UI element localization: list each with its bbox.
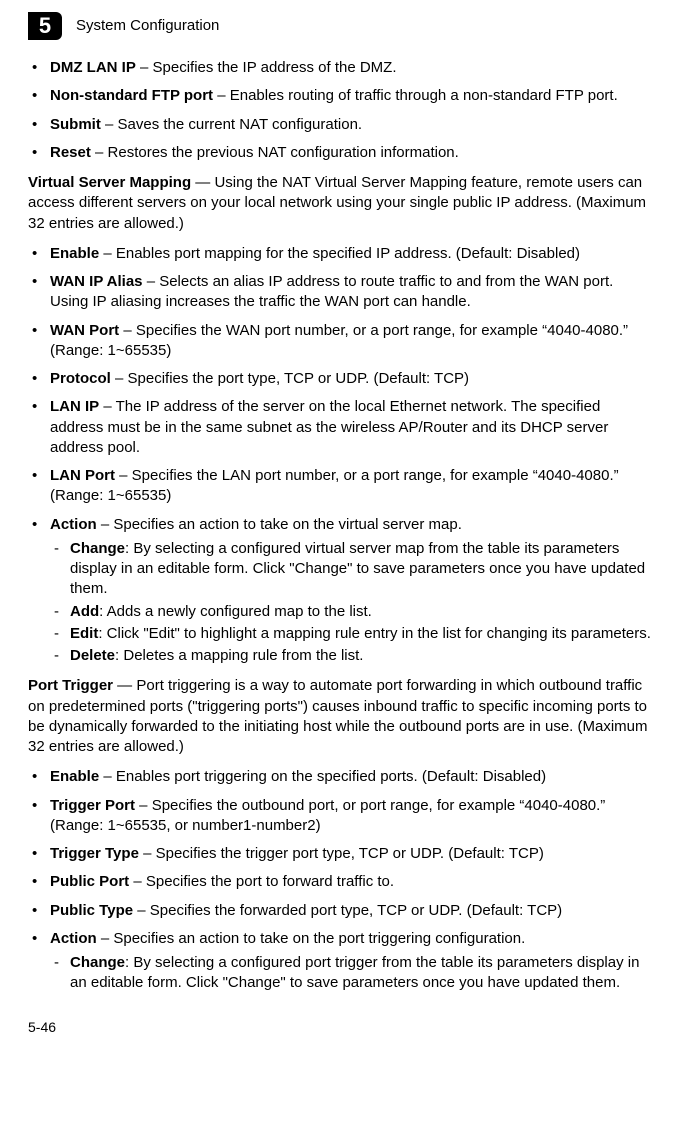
- desc: : By selecting a configured virtual serv…: [70, 540, 645, 598]
- term: Non-standard FTP port: [50, 87, 213, 104]
- desc: – Enables port triggering on the specifi…: [99, 768, 546, 785]
- term: Trigger Port: [50, 797, 135, 814]
- term: Public Port: [50, 873, 129, 890]
- bullet-list-vsm: Enable – Enables port mapping for the sp…: [28, 244, 651, 667]
- term: Trigger Type: [50, 845, 139, 862]
- chapter-title: System Configuration: [76, 16, 219, 36]
- desc: – The IP address of the server on the lo…: [50, 398, 608, 456]
- term: Protocol: [50, 370, 111, 387]
- desc: – Enables port mapping for the specified…: [99, 245, 580, 262]
- section-title: Virtual Server Mapping: [28, 174, 191, 191]
- desc: – Specifies the port type, TCP or UDP. (…: [111, 370, 469, 387]
- term: Submit: [50, 116, 101, 133]
- term: Enable: [50, 768, 99, 785]
- desc: – Specifies an action to take on the vir…: [97, 516, 462, 533]
- desc: – Restores the previous NAT configuratio…: [91, 144, 459, 161]
- list-item: Action – Specifies an action to take on …: [28, 929, 651, 994]
- chapter-number-badge: 5: [28, 12, 62, 40]
- section-virtual-server-mapping: Virtual Server Mapping — Using the NAT V…: [28, 173, 651, 234]
- term: Public Type: [50, 902, 133, 919]
- list-item: WAN IP Alias – Selects an alias IP addre…: [28, 272, 651, 313]
- list-item: Enable – Enables port triggering on the …: [28, 767, 651, 787]
- section-port-trigger: Port Trigger — Port triggering is a way …: [28, 676, 651, 757]
- desc: : Deletes a mapping rule from the list.: [115, 647, 363, 664]
- list-item: Reset – Restores the previous NAT config…: [28, 143, 651, 163]
- list-item: Non-standard FTP port – Enables routing …: [28, 86, 651, 106]
- term: Change: [70, 954, 125, 971]
- desc: – Enables routing of traffic through a n…: [213, 87, 618, 104]
- desc: – Specifies the LAN port number, or a po…: [50, 467, 619, 504]
- list-item: Trigger Type – Specifies the trigger por…: [28, 844, 651, 864]
- list-item: Change: By selecting a configured port t…: [50, 953, 651, 994]
- list-item: Trigger Port – Specifies the outbound po…: [28, 796, 651, 837]
- sub-list-actions: Change: By selecting a configured port t…: [50, 953, 651, 994]
- list-item: Protocol – Specifies the port type, TCP …: [28, 369, 651, 389]
- desc: : Adds a newly configured map to the lis…: [99, 603, 372, 620]
- desc: – Specifies the forwarded port type, TCP…: [133, 902, 562, 919]
- term: LAN Port: [50, 467, 115, 484]
- desc: – Specifies the WAN port number, or a po…: [50, 322, 628, 359]
- section-desc: — Port triggering is a way to automate p…: [28, 677, 648, 755]
- desc: : By selecting a configured port trigger…: [70, 954, 639, 991]
- list-item: Change: By selecting a configured virtua…: [50, 539, 651, 600]
- desc: – Saves the current NAT configuration.: [101, 116, 362, 133]
- list-item: Submit – Saves the current NAT configura…: [28, 115, 651, 135]
- section-title: Port Trigger: [28, 677, 113, 694]
- term: WAN Port: [50, 322, 119, 339]
- desc: – Specifies the trigger port type, TCP o…: [139, 845, 544, 862]
- list-item: LAN IP – The IP address of the server on…: [28, 397, 651, 458]
- term: Action: [50, 516, 97, 533]
- term: Enable: [50, 245, 99, 262]
- desc: – Specifies the port to forward traffic …: [129, 873, 394, 890]
- term: Add: [70, 603, 99, 620]
- term: Change: [70, 540, 125, 557]
- term: Delete: [70, 647, 115, 664]
- term: Reset: [50, 144, 91, 161]
- term: DMZ LAN IP: [50, 59, 136, 76]
- bullet-list-pt: Enable – Enables port triggering on the …: [28, 767, 651, 993]
- term: Action: [50, 930, 97, 947]
- list-item: Edit: Click "Edit" to highlight a mappin…: [50, 624, 651, 644]
- sub-list-actions: Change: By selecting a configured virtua…: [50, 539, 651, 667]
- page-header: 5 System Configuration: [28, 12, 651, 40]
- term: WAN IP Alias: [50, 273, 143, 290]
- list-item: Public Type – Specifies the forwarded po…: [28, 901, 651, 921]
- list-item: Enable – Enables port mapping for the sp…: [28, 244, 651, 264]
- list-item: Public Port – Specifies the port to forw…: [28, 872, 651, 892]
- list-item: DMZ LAN IP – Specifies the IP address of…: [28, 58, 651, 78]
- desc: : Click "Edit" to highlight a mapping ru…: [98, 625, 651, 642]
- list-item: Add: Adds a newly configured map to the …: [50, 602, 651, 622]
- bullet-list-top: DMZ LAN IP – Specifies the IP address of…: [28, 58, 651, 163]
- desc: – Specifies the IP address of the DMZ.: [136, 59, 397, 76]
- page-number: 5-46: [28, 1018, 651, 1037]
- desc: – Specifies an action to take on the por…: [97, 930, 526, 947]
- list-item: LAN Port – Specifies the LAN port number…: [28, 466, 651, 507]
- term: LAN IP: [50, 398, 99, 415]
- list-item: WAN Port – Specifies the WAN port number…: [28, 321, 651, 362]
- term: Edit: [70, 625, 98, 642]
- list-item: Action – Specifies an action to take on …: [28, 515, 651, 667]
- list-item: Delete: Deletes a mapping rule from the …: [50, 646, 651, 666]
